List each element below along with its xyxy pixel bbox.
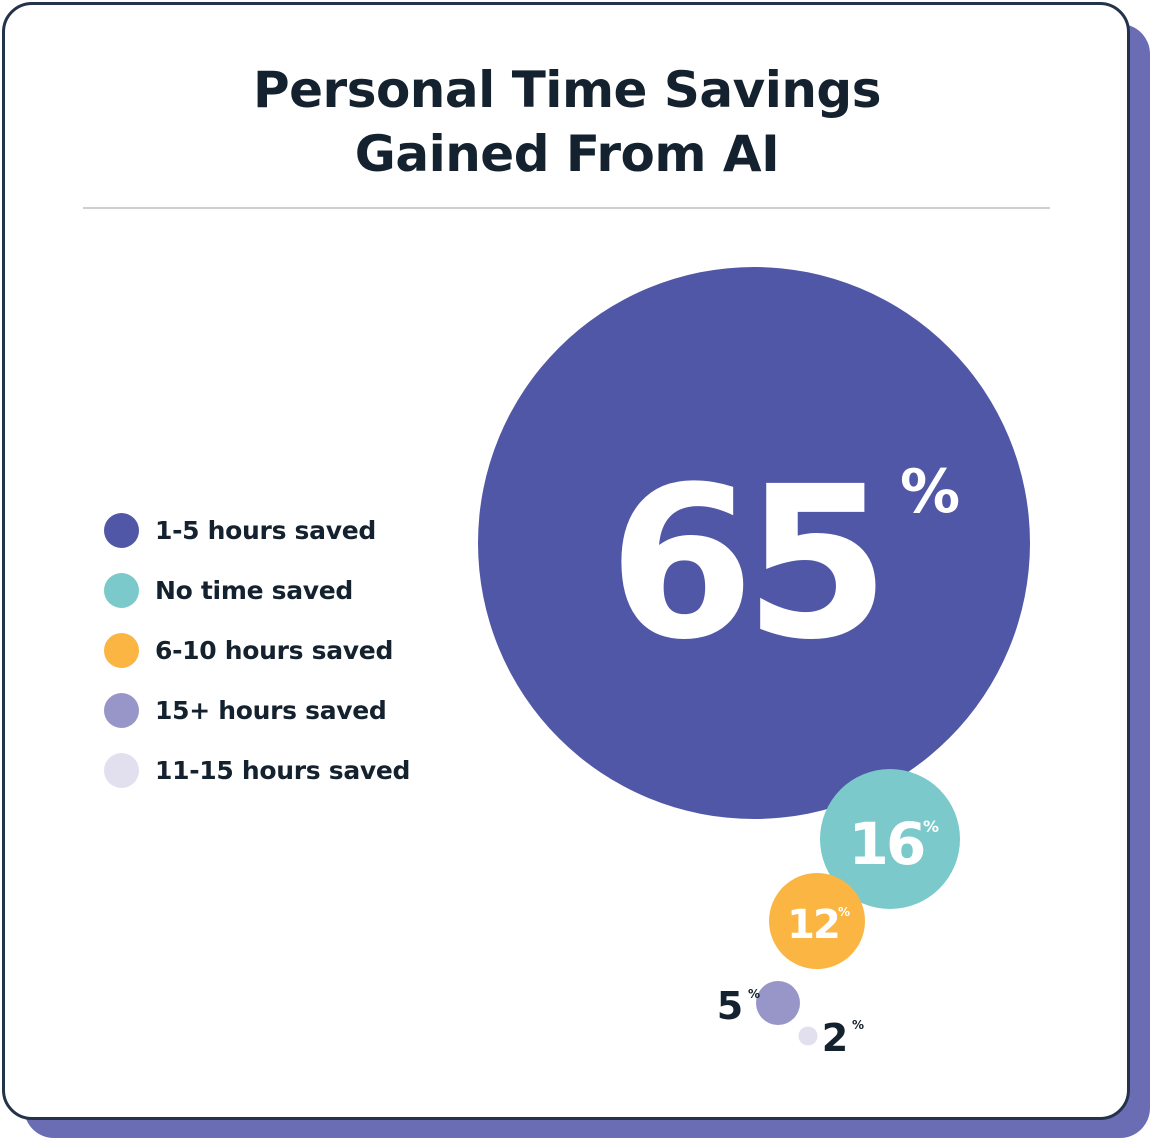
legend-item: 15+ hours saved <box>104 680 410 740</box>
legend-item: 6-10 hours saved <box>104 620 410 680</box>
legend-label: 6-10 hours saved <box>155 635 394 665</box>
title-line-2: Gained From AI <box>354 125 780 183</box>
legend-label: 1-5 hours saved <box>155 515 376 545</box>
legend-label: 15+ hours saved <box>155 695 387 725</box>
bubble-value-label: 2 <box>822 1016 847 1060</box>
legend-label: 11-15 hours saved <box>155 755 411 785</box>
legend-swatch <box>104 512 139 548</box>
legend-swatch <box>104 752 139 788</box>
legend-item: 1-5 hours saved <box>104 500 410 560</box>
bubble-value-label: 5 <box>717 984 742 1028</box>
legend: 1-5 hours saved No time saved 6-10 hours… <box>104 500 410 800</box>
bubble-6-10-hours-saved <box>769 873 865 969</box>
bubble-percent-sign: % <box>852 1018 864 1032</box>
bubble-1-5-hours-saved <box>478 267 1030 819</box>
legend-label: No time saved <box>155 575 354 605</box>
title-line-1: Personal Time Savings <box>252 61 882 119</box>
legend-swatch <box>104 632 139 668</box>
bubble-11-15-hours-saved <box>798 1026 818 1046</box>
legend-swatch <box>104 572 139 608</box>
bubble-percent-sign: % <box>748 987 760 1001</box>
bubble-15-hours-saved <box>756 981 800 1025</box>
bubble-no-time-saved <box>820 769 960 909</box>
legend-item: No time saved <box>104 560 410 620</box>
bubble-percent-sign: % <box>923 817 939 836</box>
legend-item: 11-15 hours saved <box>104 740 410 800</box>
bubble-value-label: 16 <box>849 810 924 878</box>
chart-title: Personal Time Savings Gained From AI <box>0 58 1134 186</box>
title-divider <box>83 207 1050 209</box>
legend-swatch <box>104 692 139 728</box>
bubble-percent-sign: % <box>838 905 850 919</box>
bubble-value-label: 65 <box>608 441 879 686</box>
bubble-value-label: 12 <box>787 902 839 948</box>
bubble-percent-sign: % <box>900 457 960 527</box>
